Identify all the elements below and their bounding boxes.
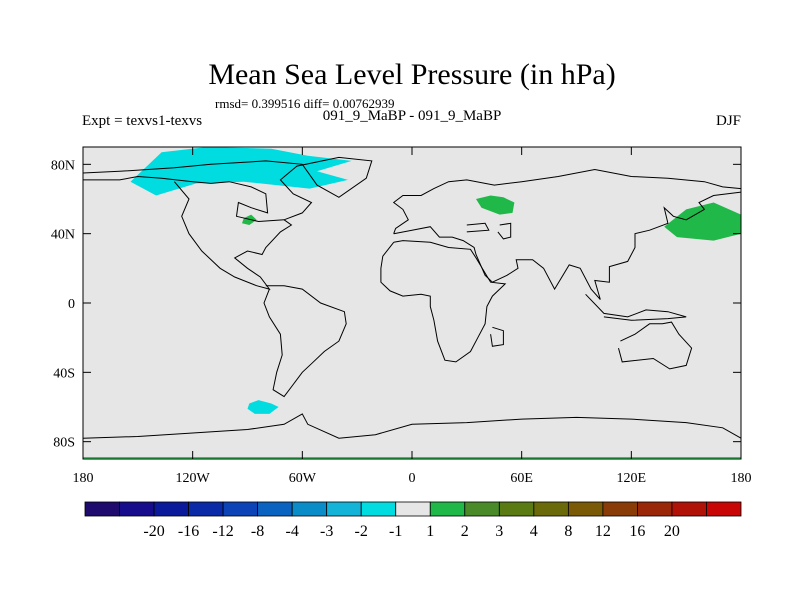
colorbar-swatch xyxy=(637,501,673,517)
colorbar-swatch xyxy=(257,501,293,517)
coastline-3 xyxy=(392,168,742,234)
anomaly-region-north-america-arctic-negative xyxy=(130,147,352,196)
colorbar-swatch xyxy=(602,501,638,517)
colorbar-label: 3 xyxy=(495,523,503,540)
colorbar-label: 2 xyxy=(461,523,469,540)
colorbar-swatch xyxy=(533,501,569,517)
colorbar-label: -20 xyxy=(143,523,164,540)
coastlines xyxy=(82,156,742,439)
y-axis: 80N 40N 0 40S 80S xyxy=(51,158,741,451)
coastline-4 xyxy=(393,191,742,300)
colorbar-label: 20 xyxy=(664,523,680,540)
colorbar-label: -3 xyxy=(320,523,333,540)
colorbar-swatch xyxy=(395,501,431,517)
colorbar-label: -1 xyxy=(389,523,402,540)
x-tick-label: 0 xyxy=(409,471,416,486)
colorbar-label: -4 xyxy=(286,523,299,540)
y-tick-label: 80S xyxy=(53,436,75,451)
colorbar-label: -8 xyxy=(251,523,264,540)
anomaly-region-north-pacific-positive xyxy=(664,202,741,241)
colorbar-swatch xyxy=(360,501,397,517)
colorbar-swatch xyxy=(567,501,604,517)
coastline-7 xyxy=(618,321,693,370)
x-axis: 180 120W 60W 0 60E 120E 180 xyxy=(73,147,752,486)
colorbar-label: 12 xyxy=(595,523,611,540)
anomaly-region-caspian-positive xyxy=(476,195,515,215)
stats-line: rmsd= 0.399516 diff= 0.00762939 xyxy=(215,96,394,111)
map-background xyxy=(83,147,741,459)
coastline-5 xyxy=(380,240,507,363)
x-tick-label: 60W xyxy=(289,471,317,486)
y-tick-label: 40S xyxy=(53,366,75,381)
experiment-label: Expt = texvs1-texvs xyxy=(82,113,202,129)
colorbar-swatch xyxy=(153,501,189,517)
x-tick-label: 120E xyxy=(617,471,647,486)
chart-title: Mean Sea Level Pressure (in hPa) xyxy=(208,58,615,91)
map-area: 180 120W 60W 0 60E 120E 180 80N 40N 0 40S 80S xyxy=(51,146,752,486)
colorbar-swatch xyxy=(222,501,259,517)
y-tick-label: 80N xyxy=(51,158,75,173)
colorbar-label: -16 xyxy=(178,523,199,540)
colorbar-swatch xyxy=(706,501,742,517)
x-tick-label: 120W xyxy=(176,471,211,486)
colorbar-swatch xyxy=(291,501,328,517)
colorbar-label: -12 xyxy=(212,523,233,540)
coastline-11 xyxy=(497,222,512,240)
x-tick-label: 60E xyxy=(510,471,533,486)
x-tick-label: 180 xyxy=(731,471,752,486)
coastline-1 xyxy=(174,181,293,290)
colorbar-label: -2 xyxy=(355,523,368,540)
colorbar-swatch xyxy=(188,501,224,517)
anomaly-regions xyxy=(130,147,741,414)
run-label: 091_9_MaBP - 091_9_MaBP xyxy=(323,108,502,124)
colorbar-swatch xyxy=(464,501,500,517)
colorbar-swatch xyxy=(326,501,362,517)
season-label: DJF xyxy=(716,113,741,129)
colorbar-label: 4 xyxy=(530,523,538,540)
anomaly-region-south-pacific-negative xyxy=(247,400,279,414)
colorbar-label: 1 xyxy=(426,523,434,540)
coastline-8 xyxy=(82,413,742,439)
colorbar-swatch xyxy=(498,501,535,517)
coastline-0 xyxy=(82,156,373,223)
colorbar-swatch xyxy=(119,501,155,517)
coastline-10 xyxy=(466,222,490,233)
coastline-6 xyxy=(490,326,504,347)
y-tick-label: 40N xyxy=(51,228,75,243)
colorbar-swatch xyxy=(429,501,466,517)
colorbar-swatch xyxy=(84,501,120,517)
colorbar-label: 8 xyxy=(564,523,572,540)
coastline-2 xyxy=(263,285,347,398)
coastline-9 xyxy=(585,293,687,321)
colorbar-swatch xyxy=(671,501,707,517)
colorbar: -20 -16 -12 -8 -4 -3 -2 -1 1 2 3 4 8 12 16 20 xyxy=(84,501,742,540)
y-tick-label: 0 xyxy=(68,297,75,312)
x-tick-label: 180 xyxy=(73,471,94,486)
colorbar-label: 16 xyxy=(629,523,645,540)
